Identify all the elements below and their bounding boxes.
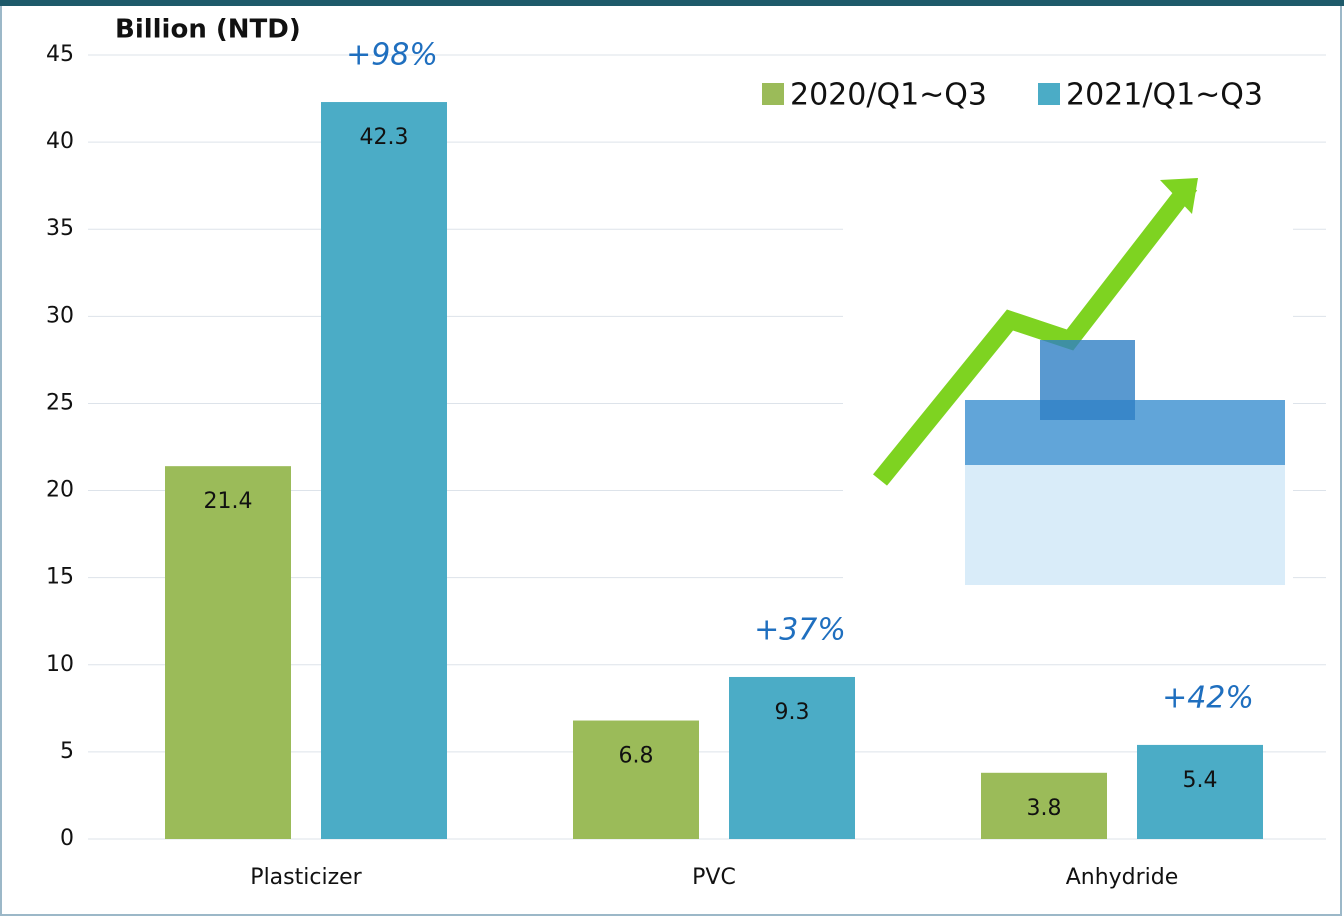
y-tick-label: 5 [60,739,74,764]
bar [573,720,699,839]
annotation: +42% [1162,680,1254,715]
annotation: +37% [754,612,846,647]
axis-label: Billion (NTD) [115,15,301,45]
x-tick-label: Anhydride [1066,865,1179,890]
y-tick-label: 10 [46,652,74,677]
value-label: 42.3 [360,125,409,150]
y-tick-label: 45 [46,42,74,67]
y-tick-label: 25 [46,390,74,415]
value-label: 5.4 [1183,768,1218,793]
y-tick-label: 0 [60,826,74,851]
top-bar [0,0,1344,6]
x-tick-label: PVC [692,865,736,890]
value-label: 9.3 [775,700,810,725]
y-tick-label: 15 [46,565,74,590]
value-label: 21.4 [204,489,253,514]
y-tick-label: 20 [46,478,74,503]
y-tick-label: 30 [46,303,74,328]
legend-label: 2020/Q1~Q3 [790,78,987,113]
bar [981,772,1107,839]
value-label: 3.8 [1027,796,1062,821]
legend-swatch [1038,83,1060,105]
x-tick-label: Plasticizer [250,865,362,890]
legend-label: 2021/Q1~Q3 [1066,78,1263,113]
annotation: +98% [346,38,438,73]
bar [321,102,447,840]
illustration [843,170,1293,595]
bar [1137,744,1263,839]
legend-swatch [762,83,784,105]
value-label: 6.8 [619,744,654,769]
bar [729,676,855,839]
y-tick-label: 40 [46,129,74,154]
y-tick-label: 35 [46,216,74,241]
bar [165,466,291,839]
